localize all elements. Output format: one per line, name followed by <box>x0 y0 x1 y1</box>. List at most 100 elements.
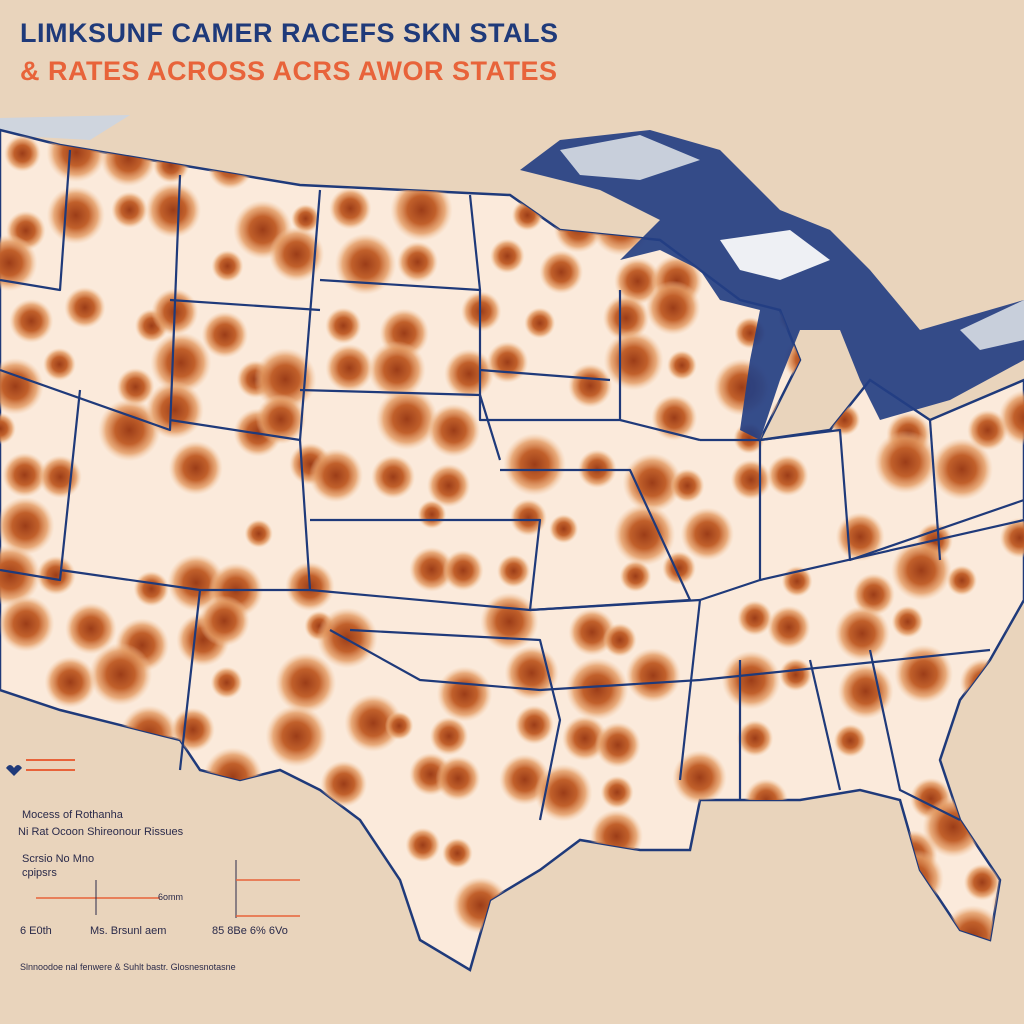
blob <box>539 250 584 294</box>
blob <box>201 311 249 359</box>
blob <box>43 347 76 381</box>
blob <box>736 720 774 757</box>
blob <box>275 652 337 714</box>
blob <box>497 554 531 588</box>
blob <box>133 571 170 607</box>
blob <box>730 459 772 500</box>
blob <box>651 394 698 441</box>
blob <box>534 763 593 822</box>
blob <box>368 340 426 399</box>
blob <box>427 403 481 458</box>
blob <box>210 666 243 699</box>
blob <box>334 233 397 295</box>
blob <box>316 607 378 669</box>
blob <box>461 291 502 332</box>
blob <box>602 294 650 342</box>
legend: Mocess of Rothanha Ni Rat Ocoon Shireono… <box>6 759 300 972</box>
blob <box>999 517 1024 559</box>
title: LIMKSUNF CAMER RACEFS SKN STALS & RATES … <box>20 18 559 86</box>
blob <box>405 827 441 863</box>
title-line-2: & RATES ACROSS ACRS AWOR STATES <box>20 56 558 86</box>
blob <box>603 330 664 391</box>
blob <box>524 307 556 339</box>
blob <box>645 280 701 336</box>
blob <box>549 514 579 544</box>
blob <box>504 645 559 701</box>
blob <box>837 663 894 720</box>
blob <box>145 380 204 440</box>
blob <box>198 595 250 647</box>
blob <box>44 656 97 708</box>
blob <box>489 238 525 274</box>
state-borders <box>0 149 1024 821</box>
source-note: Slnnoodoe nal fenwere & Suhlt bastr. Glo… <box>20 962 236 972</box>
blob <box>890 540 952 601</box>
blob <box>503 433 567 496</box>
blob <box>46 186 105 245</box>
blob <box>2 452 47 498</box>
blob <box>779 658 813 692</box>
legend-text: 85 8Be 6% 6Vo <box>212 925 288 937</box>
blob <box>145 182 202 238</box>
legend-text: 6 E0th <box>20 925 52 937</box>
legend-text: Ms. Brsunl aem <box>90 925 166 937</box>
blob <box>397 241 439 283</box>
legend-text: cpipsrs <box>22 867 57 879</box>
blob <box>666 350 697 381</box>
blob <box>9 299 54 344</box>
blob <box>265 705 328 768</box>
blob <box>680 507 735 561</box>
blob <box>426 463 471 508</box>
blob <box>873 430 938 494</box>
blob <box>619 560 652 593</box>
blob <box>325 307 362 344</box>
blob <box>833 724 867 758</box>
blob <box>98 398 161 462</box>
blob <box>565 657 629 721</box>
blob <box>625 647 681 704</box>
blob <box>998 389 1024 446</box>
blob <box>409 546 455 592</box>
blob <box>946 565 978 596</box>
blob <box>211 250 244 283</box>
blob <box>767 605 811 650</box>
blob <box>602 623 637 657</box>
blob <box>672 750 727 805</box>
blob <box>390 178 453 242</box>
title-line-1: LIMKSUNF CAMER RACEFS SKN STALS <box>20 18 559 48</box>
legend-text: Mocess of Rothanha <box>22 809 124 821</box>
blob <box>268 226 325 282</box>
blob <box>38 455 82 499</box>
blob <box>65 602 117 655</box>
blob <box>308 448 364 503</box>
blob <box>116 367 155 406</box>
blob <box>64 286 106 329</box>
blob <box>36 555 76 596</box>
great-lakes <box>520 130 1024 440</box>
blob <box>111 191 148 229</box>
blob <box>371 454 416 499</box>
blob <box>600 775 634 809</box>
blob <box>442 837 473 869</box>
blob <box>509 499 548 537</box>
blob <box>894 644 954 704</box>
blob <box>150 332 212 394</box>
blob <box>329 187 372 230</box>
blob <box>89 642 153 706</box>
blob <box>255 394 306 445</box>
blob <box>480 592 539 651</box>
blob <box>622 453 682 513</box>
blob <box>514 705 554 745</box>
blob <box>930 438 993 501</box>
blob <box>967 409 1009 451</box>
blob <box>766 454 809 497</box>
blob <box>613 503 676 566</box>
coast-shade <box>0 115 130 140</box>
blob <box>435 755 481 802</box>
blob <box>0 412 16 445</box>
blob <box>834 605 890 662</box>
blob <box>577 449 617 489</box>
blob <box>291 204 321 234</box>
blob <box>0 595 55 653</box>
